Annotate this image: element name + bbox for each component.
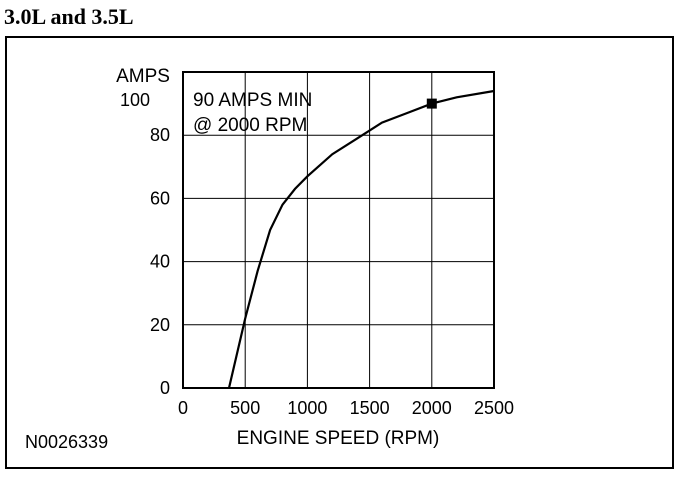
x-tick-labels: 0 500 1000 1500 2000 2500 — [178, 398, 514, 418]
y-tick-label: 0 — [160, 378, 170, 398]
figure-frame — [5, 36, 674, 469]
x-tick-label: 1000 — [287, 398, 327, 418]
y-tick-label: 20 — [150, 315, 170, 335]
y-tick-label: 60 — [150, 188, 170, 208]
x-tick-label: 1500 — [350, 398, 390, 418]
y-tick-label: 100 — [120, 90, 150, 110]
x-tick-label: 0 — [178, 398, 188, 418]
figure-heading: 3.0L and 3.5L — [4, 4, 134, 29]
annotation-line-1: 90 AMPS MIN — [193, 90, 312, 111]
annotation-line-2: @ 2000 RPM — [193, 115, 307, 136]
y-tick-label: 80 — [150, 125, 170, 145]
figure-id: N0026339 — [25, 432, 108, 452]
plot-area-border — [182, 71, 495, 389]
y-axis-label: AMPS — [116, 66, 170, 87]
x-axis-label: ENGINE SPEED (RPM) — [237, 428, 440, 449]
x-tick-label: 500 — [230, 398, 260, 418]
x-tick-label: 2500 — [474, 398, 514, 418]
chart-grid — [183, 72, 494, 388]
x-tick-label: 2000 — [412, 398, 452, 418]
min-output-marker — [426, 98, 437, 109]
y-tick-label: 40 — [150, 252, 170, 272]
